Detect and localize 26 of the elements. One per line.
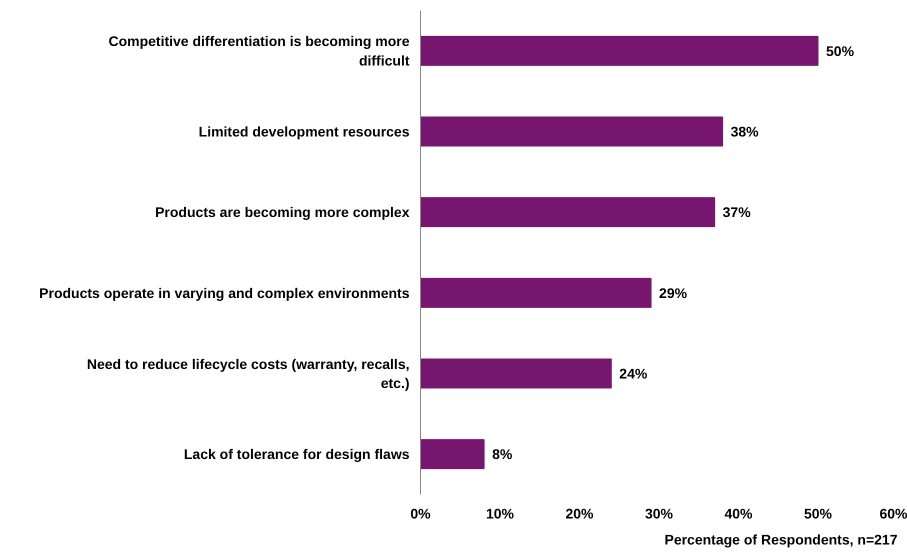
data-label: 8% (492, 446, 513, 462)
x-axis-title: Percentage of Respondents, n=217 (664, 532, 898, 548)
data-label: 38% (730, 124, 760, 140)
data-label: 24% (619, 366, 648, 382)
bar (420, 439, 485, 470)
data-label: 50% (826, 42, 855, 59)
y-tick-label: Products are becoming more complex (155, 204, 410, 220)
x-tick-label: 0% (410, 506, 432, 522)
bar (420, 197, 716, 228)
x-tick-label: 30% (644, 506, 674, 522)
bar (420, 358, 612, 389)
y-tick-label: Limited development resources (198, 124, 410, 140)
x-tick-label: 40% (724, 506, 754, 522)
x-tick-label: 50% (804, 506, 833, 522)
y-tick-label: Products operate in varying and complex environments (39, 284, 410, 301)
x-tick-label: 10% (486, 506, 515, 522)
bar (420, 116, 724, 147)
bar (420, 36, 818, 66)
y-tick-label: Need to reduce lifecycle costs (warranty, recalls, etc.) (86, 356, 410, 392)
x-tick-label: 60% (879, 506, 907, 522)
y-tick-label: Lack of tolerance for design flaws (184, 446, 410, 462)
data-label: 37% (722, 204, 752, 220)
bar (420, 278, 652, 308)
x-tick-label: 20% (565, 506, 594, 522)
y-tick-label: Competitive differentiation is becoming more difficult (108, 33, 410, 68)
data-label: 29% (659, 284, 688, 301)
